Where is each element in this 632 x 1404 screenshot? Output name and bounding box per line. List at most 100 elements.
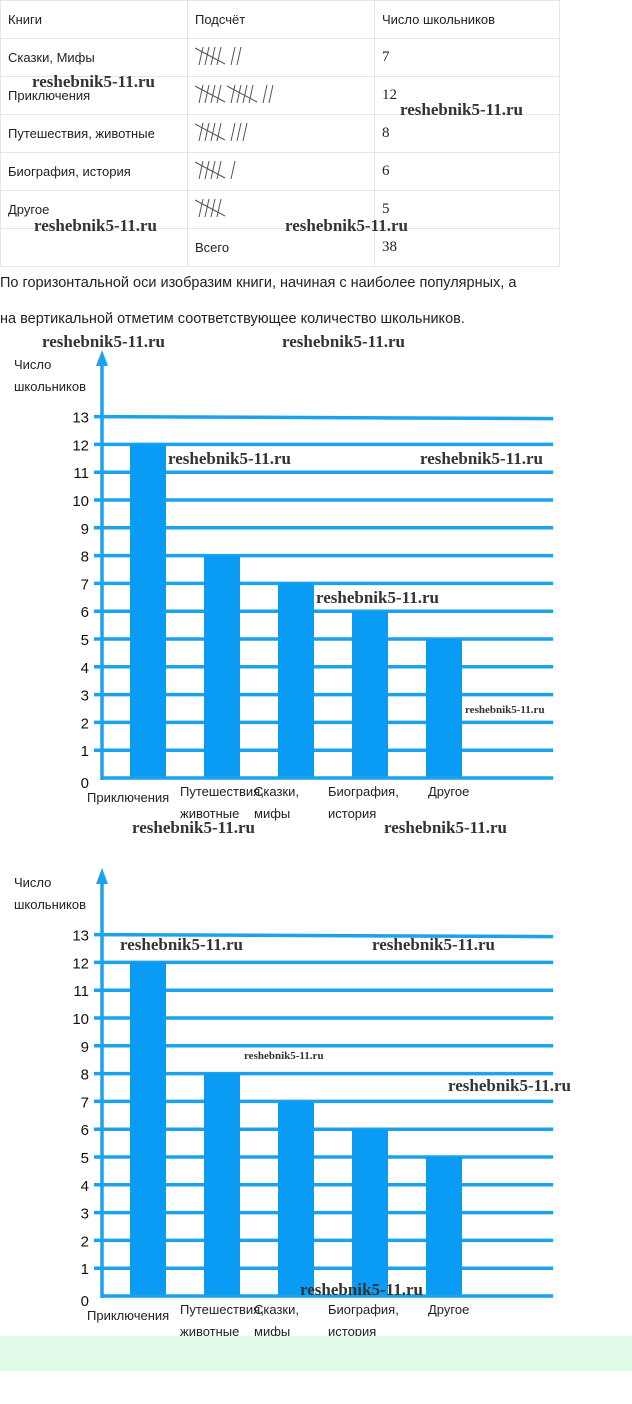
y-tick-label: 12 <box>72 955 89 972</box>
watermark: reshebnik5-11.ru <box>465 704 545 716</box>
table-header-row: Книги Подсчёт Число школьников <box>0 0 560 39</box>
x-tick-label: Биография, <box>328 1302 399 1317</box>
tally-stroke <box>198 84 204 104</box>
bar <box>278 1101 314 1296</box>
tally-stroke <box>262 84 268 104</box>
y-tick-label: 3 <box>81 688 89 705</box>
watermark: reshebnik5-11.ru <box>384 818 507 837</box>
tally-cross <box>194 199 226 217</box>
y-tick-label: 7 <box>81 1094 89 1111</box>
tally-stroke <box>230 46 236 66</box>
y-tick-label: 5 <box>81 632 89 649</box>
watermark: reshebnik5-11.ru <box>42 332 165 351</box>
y-axis-arrow-icon <box>96 868 108 884</box>
y-tick-label: 2 <box>81 715 89 732</box>
tally-table: Книги Подсчёт Число школьников Сказки, М… <box>0 0 560 267</box>
y-tick-label: 13 <box>72 928 89 945</box>
tally-stroke <box>204 160 210 180</box>
bar <box>204 555 240 778</box>
tally-stroke <box>242 122 248 142</box>
y-tick-label: 0 <box>81 1293 89 1310</box>
tally-marks <box>194 46 242 66</box>
watermark: reshebnik5-11.ru <box>316 588 439 607</box>
book-cell: Путешествия, животные <box>0 114 188 153</box>
y-tick-label: 11 <box>73 983 89 1000</box>
count-cell: 6 <box>374 152 560 191</box>
y-tick-label: 6 <box>81 1122 89 1139</box>
count-cell: 7 <box>374 38 560 77</box>
y-tick-label: 10 <box>72 1011 89 1028</box>
tally-cell <box>187 152 375 191</box>
header-books: Книги <box>0 0 188 39</box>
watermark: reshebnik5-11.ru <box>132 818 255 837</box>
tally-marks <box>194 122 248 142</box>
watermark: reshebnik5-11.ru <box>282 332 405 351</box>
x-tick-label: Сказки, <box>254 1302 299 1317</box>
paragraph-line-1: По горизонтальной оси изобразим книги, н… <box>0 275 517 291</box>
y-tick-label: 2 <box>81 1233 89 1250</box>
tally-stroke <box>216 198 222 218</box>
total-value: 38 <box>374 228 560 267</box>
tally-stroke <box>210 198 216 218</box>
y-axis-label: Число <box>14 357 51 372</box>
x-tick-label: Путешествия, <box>180 784 264 799</box>
count-cell: 8 <box>374 114 560 153</box>
y-tick-label: 5 <box>81 1150 89 1167</box>
table-row: Путешествия, животные 8 <box>0 114 560 153</box>
x-tick-label: Биография, <box>328 784 399 799</box>
watermark: reshebnik5-11.ru <box>32 72 155 91</box>
y-tick-label: 3 <box>81 1206 89 1223</box>
y-tick-label: 0 <box>81 775 89 792</box>
x-tick-label: история <box>328 806 376 821</box>
tally-stroke <box>216 46 222 66</box>
watermark: reshebnik5-11.ru <box>448 1076 571 1095</box>
x-tick-label: Приключения <box>87 1308 169 1323</box>
x-tick-label: мифы <box>254 1324 290 1338</box>
tally-stroke <box>268 84 274 104</box>
x-tick-label: Сказки, <box>254 784 299 799</box>
y-tick-label: 1 <box>81 1261 89 1278</box>
tally-stroke <box>204 198 210 218</box>
x-tick-label: животные <box>180 806 239 821</box>
y-tick-label: 7 <box>81 576 89 593</box>
bar <box>130 962 166 1296</box>
chart-svg: Числошкольников012345678910111213Приключ… <box>14 350 554 821</box>
tally-stroke <box>248 84 254 104</box>
watermark: reshebnik5-11.ru <box>285 216 408 235</box>
y-tick-label: 10 <box>72 493 89 510</box>
tally-cross <box>194 161 226 179</box>
tally-marks <box>194 84 274 104</box>
tally-cross <box>194 47 226 65</box>
tally-cell <box>187 114 375 153</box>
bar <box>130 444 166 778</box>
y-tick-label: 4 <box>81 660 89 677</box>
tally-marks <box>194 160 236 180</box>
tally-stroke <box>236 84 242 104</box>
y-tick-label: 13 <box>72 410 89 427</box>
y-tick-label: 6 <box>81 604 89 621</box>
tally-stroke <box>216 122 222 142</box>
header-tally: Подсчёт <box>187 0 375 39</box>
answer-bar <box>0 1336 632 1371</box>
tally-stroke <box>210 122 216 142</box>
watermark: reshebnik5-11.ru <box>34 216 157 235</box>
bar <box>352 611 388 778</box>
table-total-row: Всего 38 <box>0 228 560 267</box>
tally-cross <box>194 123 226 141</box>
tally-stroke <box>236 46 242 66</box>
watermark: reshebnik5-11.ru <box>420 449 543 468</box>
gridline <box>93 932 554 939</box>
tally-cross <box>226 85 258 103</box>
y-tick-label: 12 <box>72 437 89 454</box>
tally-marks <box>194 198 226 218</box>
x-tick-label: Приключения <box>87 790 169 805</box>
y-axis-label: школьников <box>14 379 86 394</box>
tally-stroke <box>230 84 236 104</box>
bar <box>352 1129 388 1296</box>
count-cell: 5 <box>374 190 560 229</box>
y-tick-label: 11 <box>73 465 89 482</box>
tally-stroke <box>210 84 216 104</box>
bar <box>426 1157 462 1296</box>
table-row: Биография, история 6 <box>0 152 560 191</box>
book-cell: Другое <box>0 190 188 229</box>
